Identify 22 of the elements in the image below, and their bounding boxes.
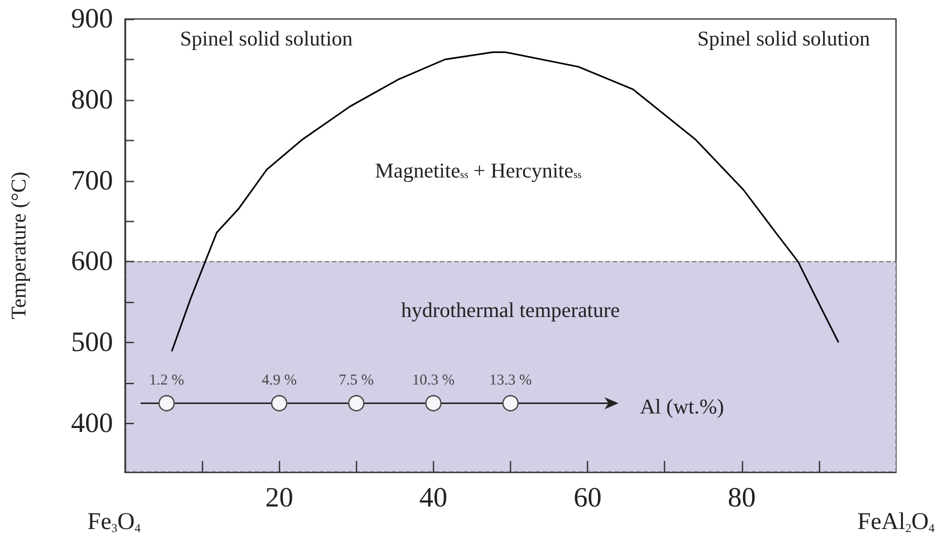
annotation: 4.9 % — [262, 372, 297, 389]
annotation: 7.5 % — [338, 372, 374, 389]
y-tick-label: 400 — [71, 408, 113, 439]
x-tick-label: 80 — [728, 482, 756, 514]
band-label: hydrothermal temperature — [401, 298, 620, 322]
annotation: 13.3 % — [489, 372, 532, 389]
y-tick-label: 800 — [71, 84, 113, 116]
y-tick-label: 700 — [71, 165, 113, 196]
annotation: Spinel solid solution — [697, 26, 870, 50]
y-axis-title: Temperature (°C) — [6, 172, 30, 320]
line-series — [171, 51, 839, 352]
annotation: Spinel solid solution — [180, 26, 354, 50]
x-tick-label: 40 — [419, 482, 448, 514]
annotation: 10.3 % — [412, 372, 455, 389]
x-tick-label: 20 — [265, 482, 294, 514]
annotation: 1.2 % — [149, 372, 184, 389]
y-tick-label: 600 — [71, 246, 113, 278]
y-tick-label: 900 — [71, 4, 113, 34]
annotation: Al (wt.%) — [640, 394, 724, 418]
y-tick-label: 500 — [71, 327, 113, 358]
x-tick-label: 60 — [574, 482, 602, 514]
annotation: Magnetitess + Hercynitess — [375, 158, 582, 182]
